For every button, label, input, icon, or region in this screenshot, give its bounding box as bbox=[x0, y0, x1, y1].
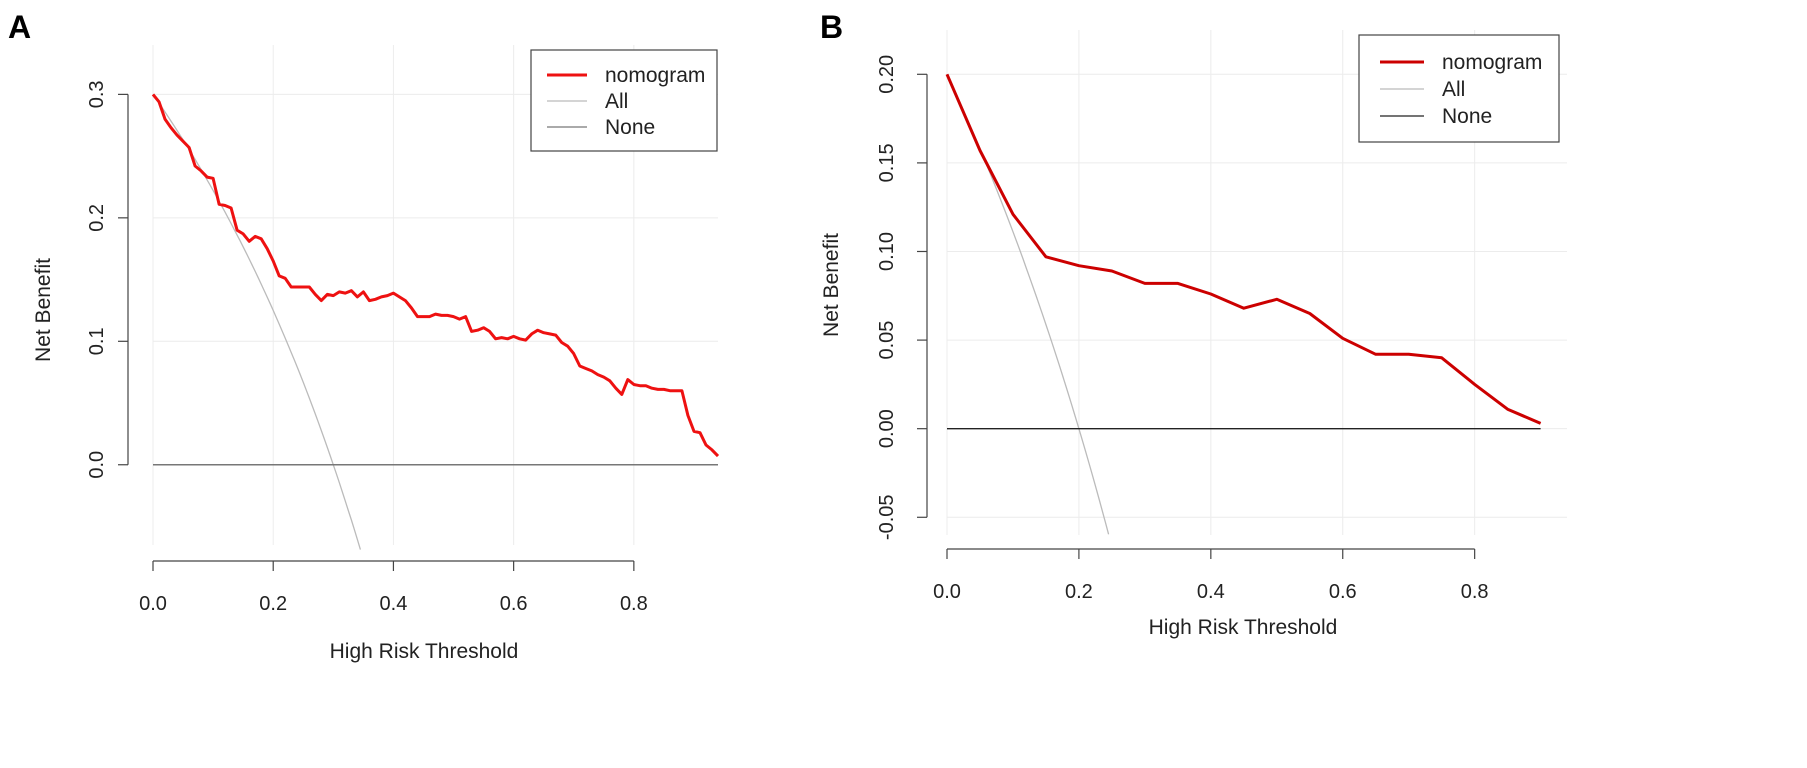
panel-a-x-tick-label-4: 0.8 bbox=[620, 593, 648, 615]
panel-a-legend-nomogram-label: nomogram bbox=[605, 64, 705, 87]
panel-a-y-axis-title: Net Benefit bbox=[32, 258, 55, 362]
panel-b-label: B bbox=[820, 9, 843, 45]
panel-b-x-tick-label-2: 0.4 bbox=[1197, 581, 1225, 603]
panel-b-y-tick-label-2: 0.05 bbox=[876, 321, 898, 360]
panel-b-legend-all-label: All bbox=[1442, 78, 1465, 101]
panel-a: A 0.0 0.1 0.2 0.3 0.0 0.2 0.4 0.6 0.8 Net Benefi… bbox=[8, 9, 720, 663]
panel-b-y-tick-label-0: -0.05 bbox=[876, 494, 898, 540]
panel-a-y-tick-label-2: 0.2 bbox=[86, 204, 108, 232]
panel-b: B -0.05 0.00 0.05 0.10 0.15 0.20 0.0 0.2 0.4 0.6 0… bbox=[820, 9, 1567, 639]
panel-a-legend: nomogram All None bbox=[530, 49, 718, 152]
panel-b-x-tick-label-0: 0.0 bbox=[933, 581, 961, 603]
panel-a-nomogram-line bbox=[151, 93, 720, 458]
panel-b-y-axis-title: Net Benefit bbox=[820, 233, 843, 337]
panel-a-y-tick-label-0: 0.0 bbox=[86, 451, 108, 479]
panel-b-x-tick-label-4: 0.8 bbox=[1461, 581, 1489, 603]
panel-b-nomogram-line bbox=[945, 73, 1542, 425]
panel-a-legend-none-label: None bbox=[605, 116, 655, 139]
panel-b-y-tick-label-3: 0.10 bbox=[876, 232, 898, 271]
panel-a-all-line bbox=[152, 94, 362, 550]
panel-b-axes: -0.05 0.00 0.05 0.10 0.15 0.20 0.0 0.2 0.4 0.6 0.8 bbox=[876, 55, 1489, 603]
panel-a-label: A bbox=[8, 9, 31, 45]
panel-a-x-tick-label-1: 0.2 bbox=[259, 593, 287, 615]
panel-a-axes: 0.0 0.1 0.2 0.3 0.0 0.2 0.4 0.6 0.8 bbox=[86, 80, 648, 615]
panel-b-x-tick-label-3: 0.6 bbox=[1329, 581, 1357, 603]
panel-b-all-line bbox=[946, 74, 1110, 535]
panel-a-y-tick-label-3: 0.3 bbox=[86, 80, 108, 108]
panel-b-y-tick-label-1: 0.00 bbox=[876, 409, 898, 448]
panel-b-legend-none-label: None bbox=[1442, 105, 1492, 128]
panel-b-x-tick-label-1: 0.2 bbox=[1065, 581, 1093, 603]
panel-b-y-tick-label-4: 0.15 bbox=[876, 143, 898, 182]
panel-b-series bbox=[945, 73, 1542, 535]
panel-b-y-tick-label-5: 0.20 bbox=[876, 55, 898, 94]
panel-a-x-axis-title: High Risk Threshold bbox=[330, 640, 519, 663]
panel-b-x-axis-title: High Risk Threshold bbox=[1149, 616, 1338, 639]
panel-a-series bbox=[151, 93, 720, 550]
panel-a-x-tick-label-0: 0.0 bbox=[139, 593, 167, 615]
panel-a-legend-all-label: All bbox=[605, 90, 628, 113]
panel-a-x-tick-label-3: 0.6 bbox=[500, 593, 528, 615]
panel-b-legend-nomogram-label: nomogram bbox=[1442, 51, 1542, 74]
panel-a-x-tick-label-2: 0.4 bbox=[380, 593, 408, 615]
panel-b-legend: nomogram All None bbox=[1358, 34, 1560, 143]
panel-a-y-tick-label-1: 0.1 bbox=[86, 327, 108, 355]
